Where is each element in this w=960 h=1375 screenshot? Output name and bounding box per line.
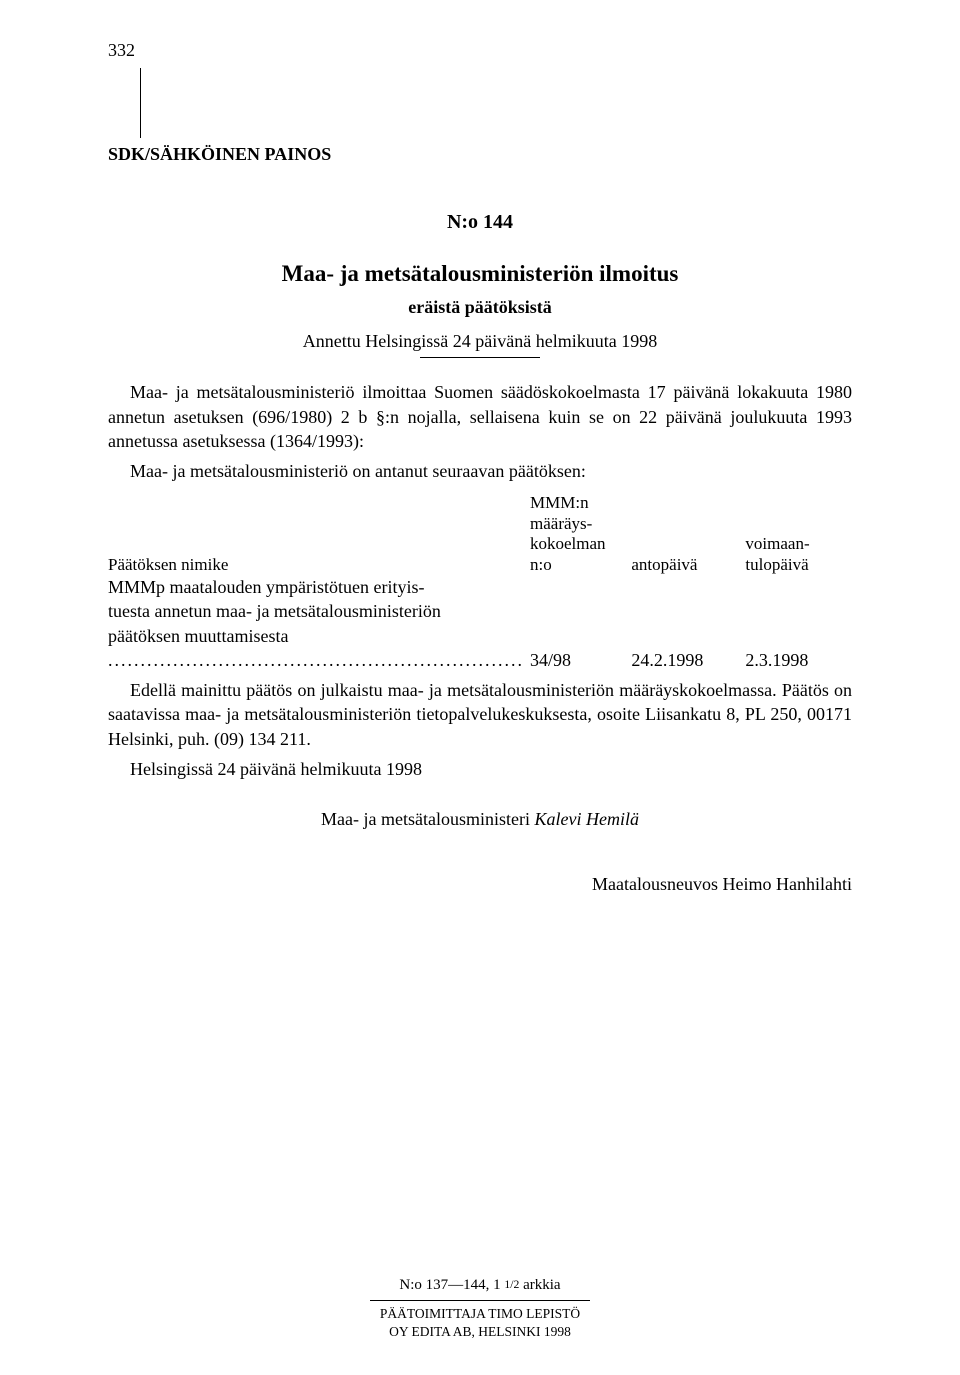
- page-number: 332: [108, 38, 852, 62]
- col2-l1: antopäivä: [631, 555, 697, 574]
- edition-label: SDK/SÄHKÖINEN PAINOS: [108, 142, 852, 166]
- col-header-issued: antopäivä: [631, 493, 745, 575]
- col3-l1: voimaan-: [745, 534, 809, 553]
- decision-table: Päätöksen nimike MMM:n määräys- kokoelma…: [108, 493, 852, 672]
- col1-l3: kokoelman: [530, 534, 606, 553]
- col1-l4: n:o: [530, 555, 552, 574]
- col-header-name: Päätöksen nimike: [108, 493, 530, 575]
- countersign-signature: Maatalousneuvos Heimo Hanhilahti: [108, 872, 852, 896]
- minister-signature: Maa- ja metsätalousministeri Kalevi Hemi…: [108, 807, 852, 831]
- col3-l2: tulopäivä: [745, 555, 808, 574]
- decision-effective-date-cell: 2.3.1998: [745, 575, 852, 672]
- document-number: N:o 144: [108, 209, 852, 236]
- signature-block: Maa- ja metsätalousministeri Kalevi Hemi…: [108, 807, 852, 896]
- decision-number-cell: 34/98: [530, 575, 631, 672]
- place-and-date: Helsingissä 24 päivänä helmikuuta 1998: [108, 757, 852, 781]
- lead-in: Maa- ja metsätalousministeriö on antanut…: [108, 459, 852, 483]
- table-row: MMMp maatalouden ympäristötuen erityis- …: [108, 575, 852, 672]
- footer-rule: [370, 1300, 590, 1301]
- col1-l2: määräys-: [530, 514, 592, 533]
- decision-name-l3: päätöksen muuttamisesta: [108, 626, 288, 646]
- col1-l1: MMM:n: [530, 493, 589, 512]
- col-header-number: MMM:n määräys- kokoelman n:o: [530, 493, 631, 575]
- footer-range-suffix: arkkia: [519, 1277, 560, 1293]
- decision-name-cell: MMMp maatalouden ympäristötuen erityis- …: [108, 575, 530, 672]
- minister-name: Kalevi Hemilä: [534, 809, 638, 829]
- footer-range-prefix: N:o 137—144, 1: [399, 1277, 504, 1293]
- document-subtitle: eräistä päätöksistä: [108, 295, 852, 319]
- footer-range: N:o 137—144, 1 1/2 arkkia: [0, 1275, 960, 1295]
- given-at: Annettu Helsingissä 24 päivänä helmikuut…: [108, 329, 852, 353]
- footer: N:o 137—144, 1 1/2 arkkia PÄÄTOIMITTAJA …: [0, 1275, 960, 1341]
- title-rule: [420, 357, 540, 358]
- footer-publisher: OY EDITA AB, HELSINKI 1998: [0, 1323, 960, 1341]
- countersign-title: Maatalousneuvos: [592, 874, 722, 894]
- col-header-effective: voimaan- tulopäivä: [745, 493, 852, 575]
- footer-editor: PÄÄTOIMITTAJA TIMO LEPISTÖ: [0, 1305, 960, 1323]
- footer-range-frac: 1/2: [504, 1278, 519, 1291]
- col-header-name-text: Päätöksen nimike: [108, 555, 228, 574]
- minister-title: Maa- ja metsätalousministeri: [321, 809, 534, 829]
- dot-leader: [108, 650, 524, 670]
- decision-name-l2: tuesta annetun maa- ja metsätalousminist…: [108, 601, 441, 621]
- decision-name-l1: MMMp maatalouden ympäristötuen erityis-: [108, 577, 424, 597]
- header-rule: [140, 68, 852, 138]
- countersign-name: Heimo Hanhilahti: [723, 874, 852, 894]
- intro-paragraph: Maa- ja metsätalousministeriö ilmoittaa …: [108, 380, 852, 453]
- decision-issue-date-cell: 24.2.1998: [631, 575, 745, 672]
- document-title: Maa- ja metsätalousministeriön ilmoitus: [108, 258, 852, 289]
- table-header-row: Päätöksen nimike MMM:n määräys- kokoelma…: [108, 493, 852, 575]
- page: 332 SDK/SÄHKÖINEN PAINOS N:o 144 Maa- ja…: [0, 0, 960, 1375]
- closing-paragraph: Edellä mainittu päätös on julkaistu maa-…: [108, 678, 852, 751]
- intro-block: Maa- ja metsätalousministeriö ilmoittaa …: [108, 380, 852, 483]
